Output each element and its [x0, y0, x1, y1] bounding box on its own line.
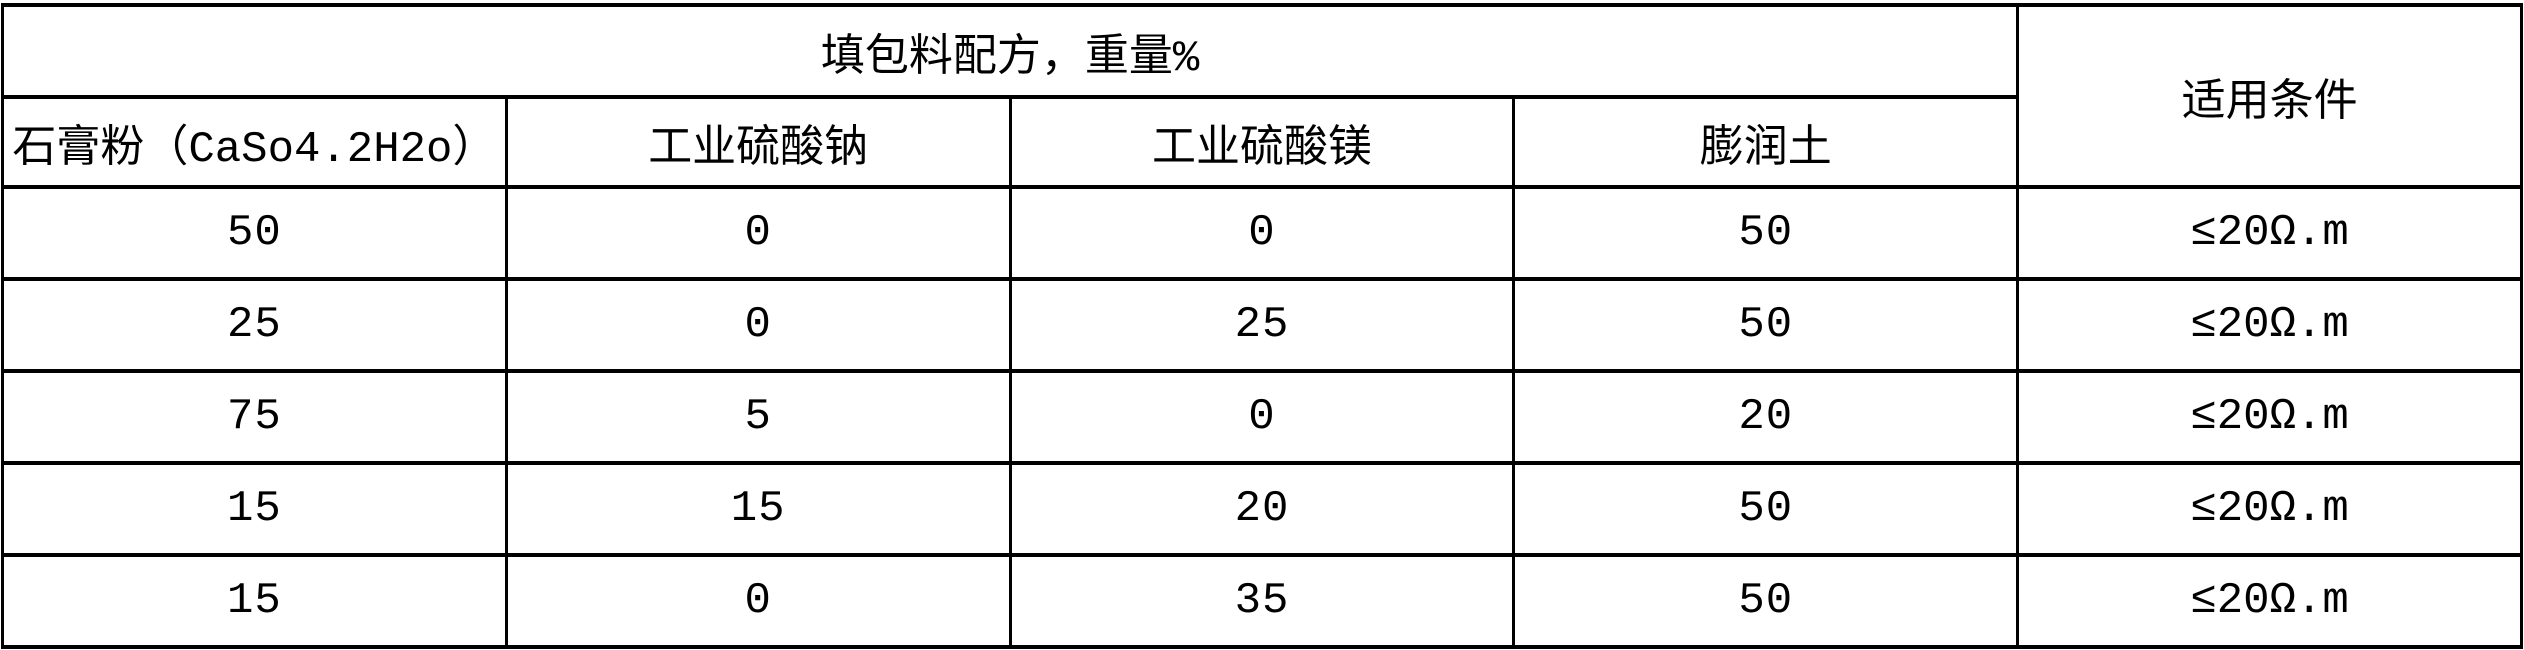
condition-cell: ≤20Ω.m: [2016, 461, 2523, 557]
table-row: 15 0 35 50 ≤20Ω.m: [1, 553, 2523, 649]
table-cell: 50: [1512, 277, 2020, 373]
column-header-gypsum-powder: 石膏粉（CaSo4.2H2o）: [1, 95, 508, 189]
table-cell: 50: [1512, 185, 2020, 281]
table-cell: 75: [1, 369, 508, 465]
table-cell: 15: [504, 461, 1012, 557]
condition-cell: ≤20Ω.m: [2016, 185, 2523, 281]
table-cell: 20: [1008, 461, 1516, 557]
condition-cell: ≤20Ω.m: [2016, 277, 2523, 373]
table-cell: 20: [1512, 369, 2020, 465]
table-cell: 0: [1008, 369, 1516, 465]
table-cell: 0: [1008, 185, 1516, 281]
table-cell: 50: [1512, 461, 2020, 557]
table-cell: 50: [1, 185, 508, 281]
table-cell: 15: [1, 553, 508, 649]
column-header-industrial-sodium-sulfate: 工业硫酸钠: [504, 95, 1012, 189]
table-row: 75 5 0 20 ≤20Ω.m: [1, 369, 2523, 465]
table-row: 25 0 25 50 ≤20Ω.m: [1, 277, 2523, 373]
table-cell: 15: [1, 461, 508, 557]
table-column-header-row: 石膏粉（CaSo4.2H2o） 工业硫酸钠 工业硫酸镁 膨润土: [1, 95, 2522, 189]
table-row: 50 0 0 50 ≤20Ω.m: [1, 185, 2523, 281]
condition-cell: ≤20Ω.m: [2016, 553, 2523, 649]
table-cell: 25: [1, 277, 508, 373]
table-cell: 0: [504, 553, 1012, 649]
group-header-packing-formula: 填包料配方，重量%: [0, 3, 2020, 99]
table-cell: 0: [504, 185, 1012, 281]
column-header-bentonite: 膨润土: [1512, 95, 2020, 189]
table-group-header-row: 填包料配方，重量% 适用条件: [0, 3, 2523, 189]
column-header-industrial-magnesium-sulfate: 工业硫酸镁: [1008, 95, 1516, 189]
table-cell: 0: [504, 277, 1012, 373]
table-cell: 35: [1008, 553, 1516, 649]
table-cell: 25: [1008, 277, 1516, 373]
column-header-applicable-conditions: 适用条件: [2016, 3, 2523, 189]
table-cell: 50: [1512, 553, 2020, 649]
packing-formula-table: 填包料配方，重量% 适用条件 石膏粉（CaSo4.2H2o） 工业硫酸钠 工业硫…: [0, 3, 2523, 649]
table-cell: 5: [504, 369, 1012, 465]
table-row: 15 15 20 50 ≤20Ω.m: [1, 461, 2523, 557]
condition-cell: ≤20Ω.m: [2016, 369, 2523, 465]
